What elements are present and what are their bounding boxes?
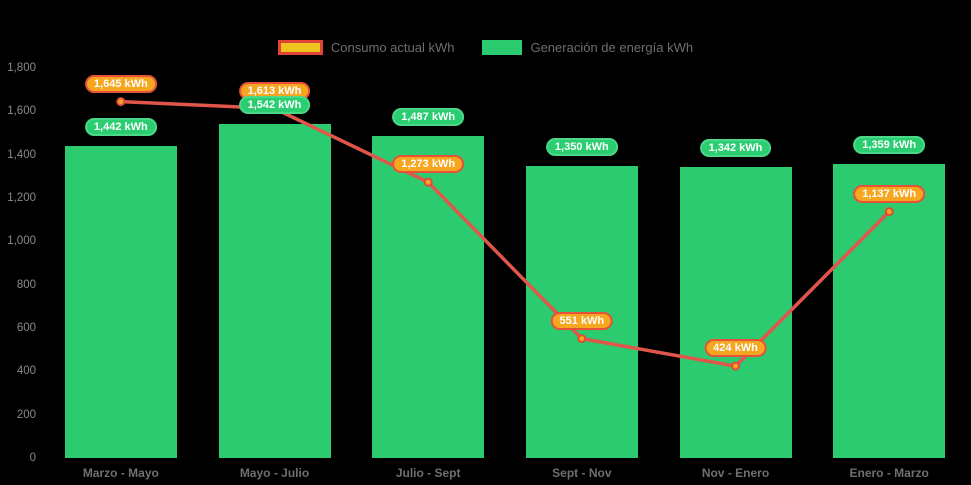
y-axis-tick-label: 1,200 [7,192,36,204]
generacion-legend-label: Generación de energía kWh [530,40,694,55]
x-axis-category-label: Mayo - Julio [239,466,310,480]
generation-value-badge: 1,542 kWh [238,95,311,114]
generation-bar [833,163,946,458]
generation-value-badge: 1,350 kWh [545,137,618,156]
legend-item-generacion[interactable]: Generación de energía kWh [482,40,693,55]
y-axis-tick-label: 200 [16,408,36,421]
legend-item-consumo-actual[interactable]: Consumo actual kWh [277,40,455,55]
chart-legend: Consumo actual kWh Generación de energía… [0,40,971,55]
generation-bar [679,167,792,458]
x-axis-category-label: Enero - Marzo [849,466,929,480]
consumption-value-badge: 1,273 kWh [392,155,465,174]
x-axis-category-label: Nov - Enero [701,466,770,480]
consumo-actual-swatch [277,40,323,55]
consumption-value-badge: 424 kWh [704,339,767,358]
consumption-value-badge: 551 kWh [550,311,614,330]
consumption-point [116,97,126,107]
consumption-value-badge: 1,137 kWh [853,184,926,203]
y-axis-tick-label: 600 [16,322,36,334]
generation-bar [372,135,485,458]
x-axis-category-label: Marzo - Mayo [82,466,159,480]
consumo-actual-legend-label: Consumo actual kWh [330,40,455,55]
generation-bar [218,123,331,458]
generacion-energia-swatch [482,40,523,55]
y-axis-tick-label: 800 [16,278,36,291]
y-axis-tick-label: 400 [16,365,36,378]
y-axis-tick-label: 1,400 [7,148,36,161]
generation-value-badge: 1,342 kWh [699,139,772,158]
y-axis-tick-label: 0 [29,452,36,464]
x-axis-category-label: Sept - Nov [552,466,612,480]
generation-bar [64,145,177,458]
x-axis-category-label: Julio - Sept [395,466,461,480]
y-axis-tick-label: 1,800 [7,62,36,74]
y-axis-tick-label: 1,600 [7,105,36,118]
consumption-value-badge: 1,645 kWh [84,74,157,93]
generation-value-badge: 1,359 kWh [853,135,926,154]
y-axis-tick-label: 1,000 [7,235,36,248]
generation-value-badge: 1,487 kWh [392,107,465,126]
generation-value-badge: 1,442 kWh [84,117,157,136]
